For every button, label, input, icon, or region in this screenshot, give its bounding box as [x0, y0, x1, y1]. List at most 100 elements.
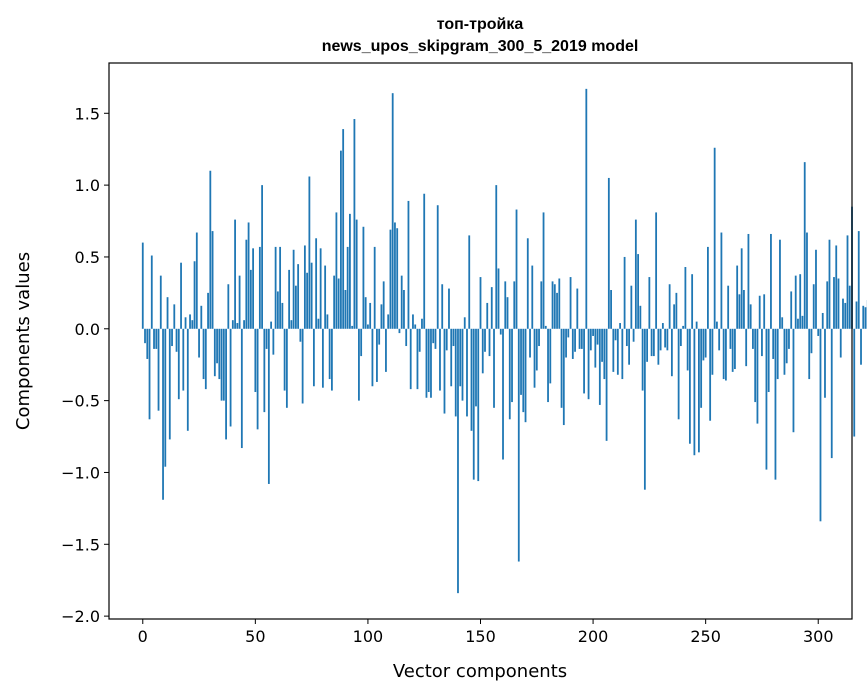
bar	[790, 291, 793, 329]
bar	[168, 328, 171, 440]
bar	[562, 328, 565, 426]
bar	[144, 328, 146, 344]
bar	[216, 328, 218, 364]
bar	[346, 246, 349, 329]
bar	[225, 328, 227, 440]
bar	[328, 328, 331, 380]
bar	[781, 317, 784, 329]
chart-subtitle: news_upos_skipgram_300_5_2019 model	[322, 38, 639, 55]
bar	[774, 328, 777, 480]
bar	[360, 328, 363, 357]
chart-title: топ-тройка	[437, 16, 524, 33]
bar	[443, 328, 446, 414]
x-tick-label: 150	[465, 627, 496, 646]
bar	[815, 249, 817, 329]
bar	[317, 318, 320, 329]
bar	[362, 226, 365, 329]
bar	[258, 246, 261, 329]
bar	[434, 328, 437, 349]
bar	[409, 328, 412, 390]
bar	[810, 328, 813, 354]
bar	[862, 305, 865, 329]
bar	[463, 317, 466, 329]
bar	[799, 274, 802, 329]
bar	[452, 328, 455, 347]
bar	[605, 328, 608, 441]
bar	[461, 328, 464, 401]
bar	[524, 328, 527, 423]
bar	[157, 328, 160, 411]
bar	[376, 328, 378, 382]
bar	[364, 297, 367, 329]
y-tick-label: −1.5	[61, 535, 100, 554]
bar	[209, 170, 212, 329]
bar	[373, 246, 376, 329]
bar	[432, 328, 435, 344]
bar	[407, 200, 410, 329]
bar	[578, 328, 581, 349]
bar	[454, 328, 457, 417]
bar	[549, 328, 552, 384]
bar	[430, 328, 432, 398]
bar	[639, 305, 642, 329]
bar	[198, 328, 200, 358]
bar	[767, 328, 770, 392]
bar	[734, 328, 736, 370]
bar	[761, 328, 763, 357]
bar	[565, 328, 567, 358]
bar	[657, 328, 660, 365]
bar	[677, 328, 680, 420]
bar	[265, 328, 268, 349]
bar	[186, 328, 189, 431]
bar	[326, 314, 329, 329]
bar	[380, 304, 383, 329]
bar	[688, 328, 691, 444]
bar	[177, 328, 180, 400]
bar	[153, 328, 155, 349]
bar	[231, 320, 234, 329]
bar	[299, 328, 302, 342]
bar	[806, 232, 808, 329]
x-axis-ticks: 0 50 100 150 200 250 300	[138, 619, 834, 646]
bar	[319, 248, 322, 329]
bar	[272, 328, 275, 355]
bar	[693, 328, 696, 456]
bar	[569, 277, 572, 329]
bar	[249, 269, 252, 329]
bar	[254, 328, 257, 392]
bar	[220, 328, 223, 401]
bar	[470, 328, 473, 431]
bar	[475, 328, 477, 407]
bar	[308, 176, 311, 329]
bar	[222, 328, 225, 401]
bar	[842, 298, 844, 329]
x-axis-label: Vector components	[393, 661, 567, 682]
bar	[607, 177, 610, 329]
bar	[344, 290, 347, 329]
bar	[150, 255, 153, 329]
bar	[164, 328, 167, 467]
bar	[200, 305, 203, 329]
bar	[848, 285, 851, 329]
bar	[538, 328, 540, 347]
bar	[358, 328, 360, 401]
bar	[603, 328, 606, 380]
bar	[290, 320, 293, 329]
bar	[601, 328, 603, 362]
bar	[371, 328, 374, 387]
bar	[288, 269, 291, 329]
bar	[637, 254, 640, 329]
bar	[403, 290, 405, 329]
bar	[227, 284, 230, 329]
bar	[488, 328, 491, 357]
bar	[596, 328, 599, 345]
bar	[707, 246, 709, 329]
bar	[560, 328, 563, 408]
bar	[844, 302, 847, 329]
bar	[792, 328, 795, 433]
bar	[648, 277, 651, 329]
bar	[391, 93, 394, 329]
bar	[855, 301, 858, 329]
bar	[711, 328, 714, 375]
y-tick-label: 1.5	[75, 104, 100, 123]
